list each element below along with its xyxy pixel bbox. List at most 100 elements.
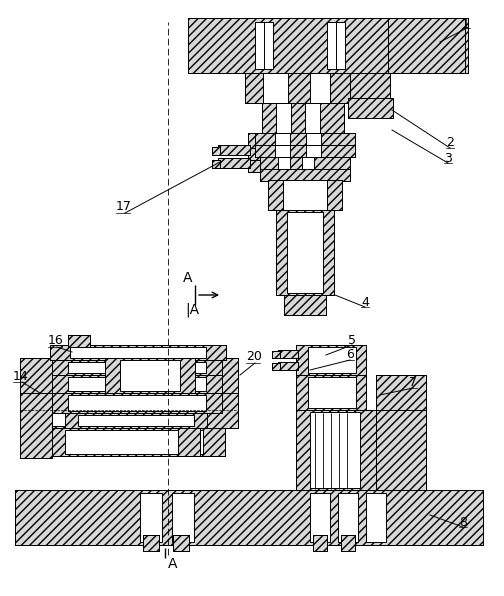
Bar bbox=[40, 428, 225, 456]
Bar bbox=[338, 493, 358, 542]
Bar bbox=[120, 360, 180, 391]
Bar bbox=[255, 145, 355, 157]
Bar bbox=[52, 360, 222, 375]
Bar bbox=[65, 413, 207, 428]
Text: 2: 2 bbox=[446, 136, 454, 150]
Bar bbox=[52, 360, 222, 391]
Bar bbox=[388, 18, 468, 73]
Bar bbox=[143, 535, 159, 551]
Text: |A: |A bbox=[185, 303, 199, 317]
Bar bbox=[262, 103, 344, 133]
Bar bbox=[260, 157, 350, 169]
Bar bbox=[341, 535, 355, 551]
Bar bbox=[306, 133, 321, 145]
Bar bbox=[308, 347, 356, 373]
Text: 20: 20 bbox=[246, 350, 262, 364]
Bar bbox=[105, 358, 195, 393]
Bar bbox=[284, 295, 326, 315]
Text: 6: 6 bbox=[346, 349, 354, 362]
Bar bbox=[376, 410, 426, 490]
Bar bbox=[278, 362, 298, 370]
Text: 16: 16 bbox=[48, 334, 64, 347]
Bar bbox=[376, 375, 426, 410]
Bar bbox=[388, 18, 468, 73]
Bar bbox=[306, 145, 321, 157]
Bar bbox=[245, 73, 360, 103]
Bar bbox=[68, 335, 90, 347]
Bar bbox=[178, 428, 200, 456]
Bar bbox=[52, 375, 222, 393]
Bar bbox=[20, 358, 238, 393]
Bar bbox=[50, 345, 226, 360]
Bar bbox=[255, 145, 355, 157]
Bar bbox=[278, 350, 298, 358]
Bar bbox=[260, 169, 350, 181]
Bar bbox=[272, 363, 280, 370]
Bar bbox=[348, 98, 393, 118]
Bar bbox=[212, 147, 220, 155]
Bar bbox=[302, 157, 314, 169]
Text: 8: 8 bbox=[459, 516, 467, 529]
Bar bbox=[173, 535, 189, 551]
Bar bbox=[296, 375, 366, 410]
Bar bbox=[212, 160, 220, 168]
Bar bbox=[260, 157, 350, 169]
Bar bbox=[50, 345, 226, 360]
Bar bbox=[268, 180, 342, 210]
Bar bbox=[178, 428, 200, 456]
Bar bbox=[173, 535, 189, 551]
Bar bbox=[310, 493, 330, 542]
Bar bbox=[248, 160, 278, 172]
Bar bbox=[296, 345, 366, 375]
Bar bbox=[296, 375, 366, 410]
Bar bbox=[20, 393, 238, 428]
Bar bbox=[15, 490, 483, 545]
Bar bbox=[20, 393, 52, 458]
Bar bbox=[348, 98, 393, 118]
Bar bbox=[70, 347, 206, 358]
Bar bbox=[248, 160, 278, 172]
Bar bbox=[263, 73, 288, 103]
Bar bbox=[40, 428, 225, 456]
Bar bbox=[310, 73, 330, 103]
Bar bbox=[212, 147, 220, 155]
Bar bbox=[313, 535, 327, 551]
Bar bbox=[245, 73, 360, 103]
Bar bbox=[275, 145, 290, 157]
Bar bbox=[350, 73, 390, 98]
Bar bbox=[260, 169, 350, 181]
Bar bbox=[296, 345, 366, 375]
Text: 7: 7 bbox=[409, 377, 417, 390]
Bar bbox=[275, 133, 290, 145]
Bar bbox=[310, 412, 360, 488]
Text: 4: 4 bbox=[361, 296, 369, 309]
Bar bbox=[255, 133, 355, 145]
Bar bbox=[376, 410, 426, 490]
Text: 17: 17 bbox=[116, 200, 132, 213]
Bar bbox=[52, 360, 222, 375]
Bar bbox=[255, 133, 355, 145]
Bar bbox=[52, 393, 222, 413]
Bar bbox=[278, 350, 298, 358]
Bar bbox=[20, 393, 238, 428]
Bar bbox=[327, 22, 345, 69]
Bar bbox=[172, 493, 194, 542]
Text: 5: 5 bbox=[348, 334, 356, 346]
Bar bbox=[68, 362, 206, 373]
Text: 14: 14 bbox=[13, 370, 29, 383]
Bar bbox=[276, 210, 334, 295]
Bar bbox=[218, 158, 250, 168]
Bar bbox=[255, 22, 273, 69]
Bar bbox=[143, 535, 159, 551]
Bar bbox=[283, 180, 327, 210]
Bar bbox=[276, 210, 334, 295]
Bar bbox=[65, 430, 203, 454]
Bar bbox=[305, 103, 320, 133]
Bar bbox=[218, 145, 250, 155]
Bar bbox=[52, 375, 222, 393]
Bar bbox=[188, 18, 465, 73]
Text: A: A bbox=[183, 271, 193, 285]
Bar bbox=[287, 212, 323, 293]
Bar bbox=[313, 535, 327, 551]
Bar bbox=[284, 295, 326, 315]
